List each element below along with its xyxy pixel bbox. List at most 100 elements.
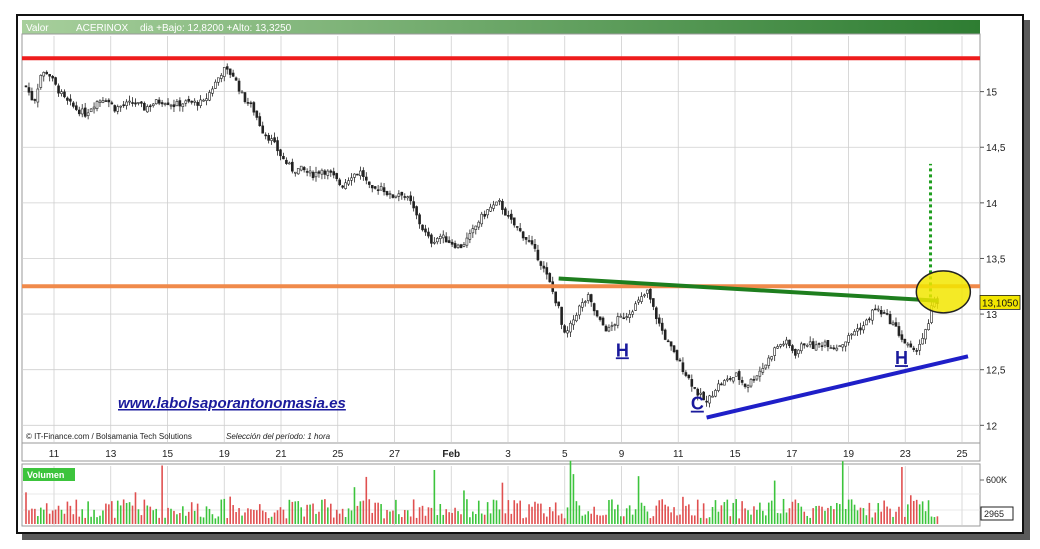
candle-body — [900, 334, 904, 340]
volume-bar — [270, 516, 273, 524]
volume-bar — [847, 499, 850, 524]
volume-bar — [803, 511, 806, 524]
candle-body — [228, 68, 232, 75]
volume-bar — [824, 510, 826, 524]
volume-bar — [717, 511, 720, 524]
volume-bar — [380, 504, 382, 524]
candle-body — [681, 362, 685, 372]
candle-body — [915, 350, 919, 352]
volume-bar — [193, 510, 196, 524]
candle-body — [921, 337, 924, 345]
volume-bar — [525, 517, 527, 524]
volume-bar — [714, 500, 717, 524]
volume-bar — [720, 505, 723, 524]
volume-bar — [457, 511, 459, 524]
volume-bar — [424, 515, 427, 524]
volume-bar — [164, 517, 166, 524]
volume-bar — [72, 514, 75, 524]
candle-body — [687, 374, 691, 379]
candle-body — [773, 347, 776, 356]
candle-body — [187, 98, 191, 102]
candle-body — [258, 116, 262, 127]
candle-body — [92, 106, 96, 110]
candle-body — [524, 237, 528, 240]
watermark-link[interactable]: www.labolsaporantonomasia.es — [118, 395, 346, 412]
volume-bar — [430, 507, 433, 524]
volume-bar — [537, 503, 539, 524]
volume-bar — [617, 504, 619, 524]
candle-body — [433, 241, 436, 244]
candle-body — [678, 359, 682, 362]
volume-bar — [324, 499, 326, 524]
candle-body — [625, 316, 629, 318]
volume-bar — [418, 507, 421, 524]
candle-body — [400, 191, 404, 196]
volume-bar — [329, 503, 332, 524]
volume-bar — [504, 513, 507, 524]
candle-body — [273, 137, 276, 143]
candle-body — [140, 101, 143, 104]
volume-bar — [229, 496, 231, 524]
volume-bar — [859, 507, 862, 524]
volume-bar — [217, 516, 220, 524]
candle-body — [320, 169, 324, 175]
candle-body — [740, 380, 744, 383]
volume-bar — [261, 510, 264, 524]
candle-body — [95, 101, 99, 109]
candle-body — [48, 74, 51, 77]
candle-body — [539, 261, 543, 266]
candle-body — [483, 213, 486, 217]
volume-bar — [693, 515, 696, 524]
candle-body — [646, 289, 649, 294]
candle-body — [308, 170, 312, 174]
candle-body — [193, 100, 196, 103]
volume-bar — [569, 460, 572, 524]
candle-body — [879, 309, 883, 315]
candle-body — [296, 168, 300, 175]
volume-bar — [353, 487, 356, 524]
candle-body — [344, 182, 347, 189]
volume-bar — [513, 500, 516, 524]
volume-bar — [593, 506, 595, 524]
volume-bar — [676, 515, 678, 524]
x-tick-label: 15 — [162, 449, 174, 460]
volume-bar — [344, 517, 347, 524]
x-tick-label: 9 — [619, 449, 625, 460]
volume-bar — [128, 502, 131, 524]
candle-body — [598, 316, 602, 320]
volume-bar — [596, 514, 598, 524]
candle-body — [125, 101, 128, 106]
volume-bar — [856, 510, 859, 524]
volume-bar — [507, 500, 510, 524]
candle-body — [495, 201, 498, 206]
volume-bar — [581, 515, 584, 524]
pattern-label: H — [895, 348, 908, 368]
volume-bar — [818, 505, 820, 524]
candle-body — [370, 185, 374, 189]
candle-body — [728, 378, 732, 380]
candle-body — [291, 161, 294, 172]
volume-bar — [753, 506, 755, 524]
volume-panel — [21, 463, 981, 527]
volume-bar — [297, 501, 300, 524]
candle-body — [264, 134, 267, 137]
volume-bar — [924, 511, 927, 524]
volume-bar — [883, 500, 885, 524]
candle-body — [578, 305, 581, 316]
candle-body — [897, 326, 901, 336]
candle-body — [359, 170, 362, 177]
candle-body — [557, 301, 560, 307]
date-ticks: 11 13 15 19 21 25 27 Feb 3 5 9 11 15 17 19 23 25 — [49, 449, 968, 460]
volume-bar — [918, 504, 921, 524]
volume-bar — [797, 503, 800, 524]
volume-bar — [131, 505, 134, 524]
volume-bar — [34, 508, 36, 524]
candle-body — [24, 85, 28, 88]
volume-bar — [403, 509, 406, 524]
candle-body — [655, 307, 658, 320]
candle-body — [545, 267, 549, 275]
candle-body — [89, 108, 93, 113]
volume-bar — [28, 510, 30, 524]
volume-bar — [930, 516, 933, 524]
candle-body — [314, 171, 318, 178]
